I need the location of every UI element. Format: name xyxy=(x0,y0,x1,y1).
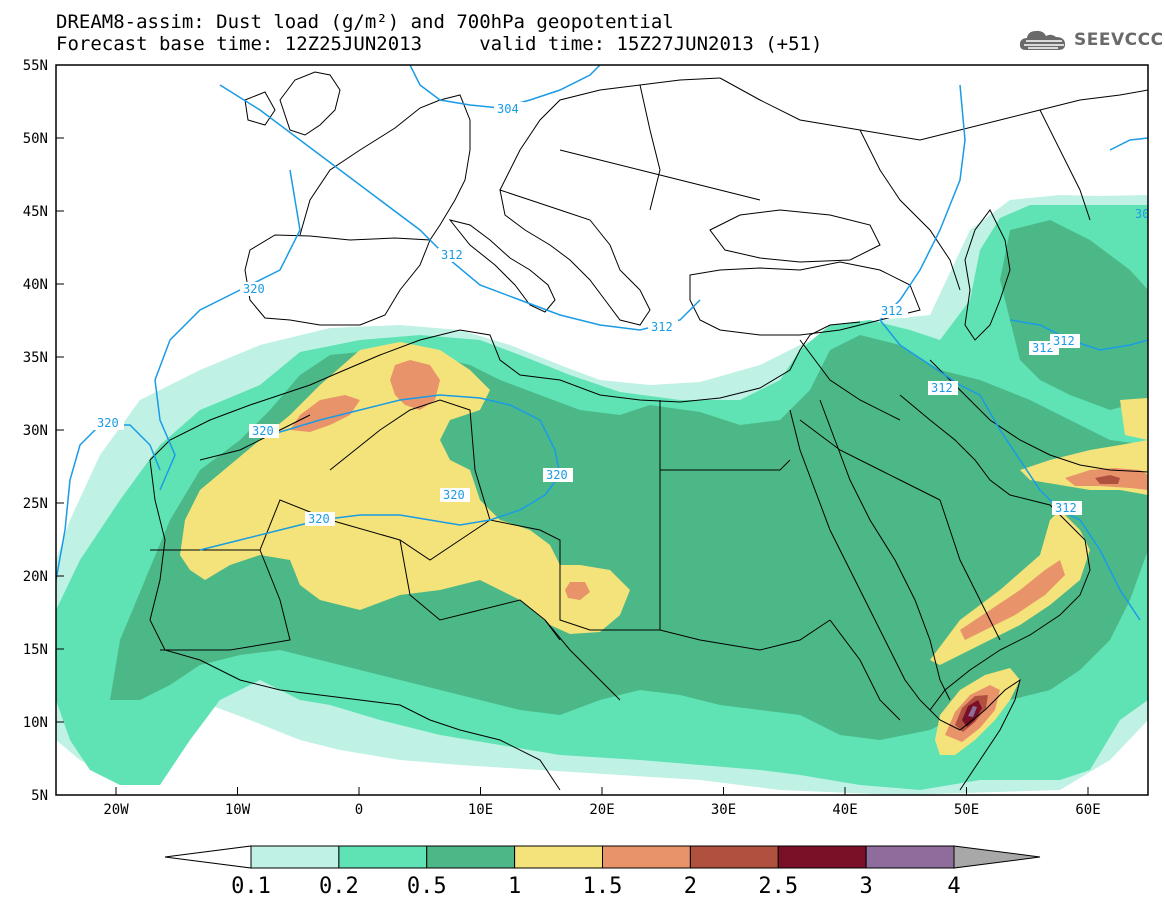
lon-label: 10W xyxy=(225,802,251,818)
contour-320-b xyxy=(56,424,161,581)
colorbar-label: 4 xyxy=(947,874,960,899)
lat-label: 5N xyxy=(31,788,48,804)
lon-label: 50E xyxy=(954,802,979,818)
lat-label: 10N xyxy=(23,715,48,731)
contour-label: 312 xyxy=(1032,341,1054,355)
lat-label: 50N xyxy=(23,131,48,147)
lat-label: 35N xyxy=(23,350,48,366)
lon-label: 10E xyxy=(468,802,493,818)
contour-labels: 304 312 312 312 312 312 312 312 320 320 … xyxy=(94,102,1149,526)
colorbar-label: 0.1 xyxy=(231,874,271,899)
lon-label: 60E xyxy=(1075,802,1100,818)
contour-label: 312 xyxy=(1055,501,1077,515)
dust-1.0-iran-east-contour xyxy=(1120,398,1148,440)
dust-1.5-algeria-contour xyxy=(390,360,440,410)
colorbar-swatch xyxy=(777,845,867,869)
contour-label: 320 xyxy=(546,468,568,482)
dust-1.5-chad-contour xyxy=(565,582,590,600)
cloud-icon xyxy=(1019,30,1066,50)
contour-label: 320 xyxy=(443,488,465,502)
colorbar-swatch xyxy=(514,845,603,869)
dust-1.0-contour xyxy=(180,342,630,634)
contour-label: 320 xyxy=(308,512,330,526)
colorbar: 0.1 0.2 0.5 1 1.5 2 2.5 3 4 xyxy=(164,845,1041,899)
colorbar-swatch xyxy=(250,845,340,869)
contour-label: 312 xyxy=(931,381,953,395)
lat-label: 15N xyxy=(23,642,48,658)
lat-label: 20N xyxy=(23,569,48,585)
seevccc-logo: SEEVCCC xyxy=(1018,27,1164,53)
colorbar-label: 2 xyxy=(684,874,697,899)
coastlines-and-borders xyxy=(149,71,1148,791)
map-title-line-2: Forecast base time: 12Z25JUN2013 valid t… xyxy=(56,33,823,55)
lon-label: 30E xyxy=(711,802,736,818)
colorbar-swatch xyxy=(338,845,428,869)
colorbar-swatch xyxy=(689,845,779,869)
contour-label: 312 xyxy=(1053,334,1075,348)
colorbar-swatch xyxy=(426,845,516,869)
contour-label: 312 xyxy=(881,304,903,318)
latitude-axis: 55N 50N 45N 40N 35N 30N 25N 20N 15N 10N 5N xyxy=(23,58,64,804)
lon-label: 40E xyxy=(832,802,857,818)
contour-label: 320 xyxy=(252,424,274,438)
map-plot-area: 304 312 312 312 312 312 312 312 320 320 … xyxy=(56,65,1149,795)
contour-label: 312 xyxy=(651,320,673,334)
contour-label: 312 xyxy=(441,248,463,262)
lon-label: 0 xyxy=(355,802,363,818)
logo-text: SEEVCCC xyxy=(1074,30,1164,50)
colorbar-swatch xyxy=(602,845,691,869)
lat-label: 40N xyxy=(23,277,48,293)
colorbar-high-triangle xyxy=(953,845,1041,869)
colorbar-label: 3 xyxy=(860,874,873,899)
colorbar-swatch xyxy=(865,845,955,869)
lat-label: 45N xyxy=(23,204,48,220)
contour-312-b xyxy=(878,84,981,396)
colorbar-low-triangle xyxy=(164,845,252,869)
dust-1.5-oman-contour xyxy=(960,560,1065,640)
lon-label: 20E xyxy=(589,802,614,818)
contour-label: 320 xyxy=(243,282,265,296)
lat-label: 30N xyxy=(23,423,48,439)
contour-label: 304 xyxy=(497,102,519,116)
dust-0.5-iran-contour xyxy=(1000,220,1148,410)
contour-320-a xyxy=(154,169,301,491)
longitude-axis: 20W 10W 0 10E 20E 30E 40E 50E 60E xyxy=(103,787,1101,818)
contour-label: 320 xyxy=(97,416,119,430)
lat-label: 55N xyxy=(23,58,48,74)
dust-2.0-iran-contour xyxy=(1095,475,1120,484)
lat-label: 25N xyxy=(23,496,48,512)
colorbar-label: 0.2 xyxy=(319,874,359,899)
contour-312-e xyxy=(1109,137,1148,151)
map-title-line-1: DREAM8-assim: Dust load (g/m²) and 700hP… xyxy=(56,11,674,33)
colorbar-label: 1.5 xyxy=(583,874,623,899)
dust-3.0-somalia-contour xyxy=(968,706,977,717)
contour-312-d xyxy=(1009,319,1148,351)
colorbar-label: 0.5 xyxy=(407,874,447,899)
dust-1.5-atlas-contour xyxy=(290,395,360,432)
contour-label: 30 xyxy=(1135,207,1149,221)
colorbar-label: 1 xyxy=(508,874,521,899)
lon-label: 20W xyxy=(103,802,129,818)
colorbar-label: 2.5 xyxy=(758,874,798,899)
contour-312-a xyxy=(219,84,701,331)
contour-320-c xyxy=(199,394,561,551)
